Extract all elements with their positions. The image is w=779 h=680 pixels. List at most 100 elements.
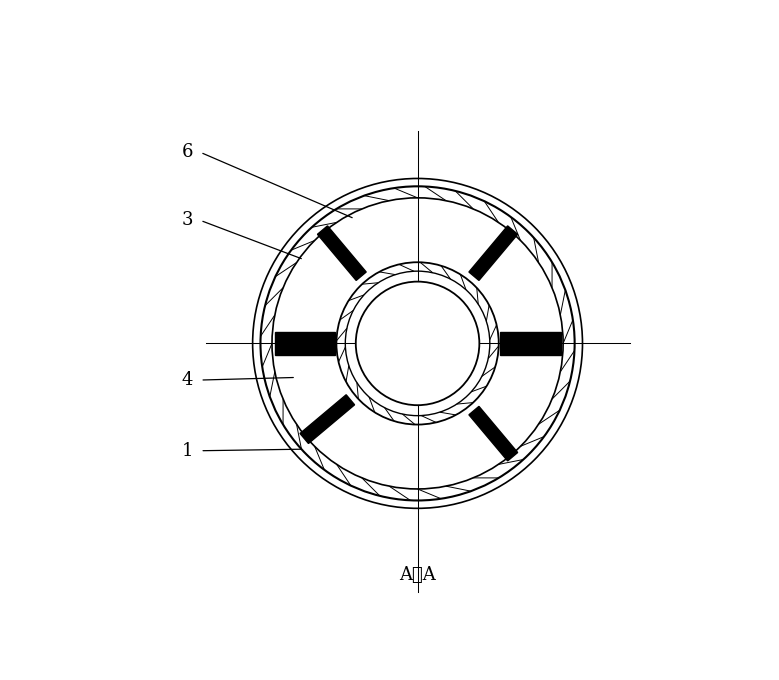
Point	[419, 433, 432, 444]
Point	[394, 469, 407, 479]
Point	[446, 222, 458, 233]
Point	[410, 472, 422, 483]
Point	[483, 288, 495, 299]
Point	[370, 456, 382, 466]
Point	[419, 245, 432, 256]
Point	[351, 245, 364, 256]
Point	[467, 463, 479, 474]
Point	[503, 358, 516, 369]
Point	[378, 214, 390, 225]
Point	[498, 440, 510, 451]
Point	[428, 430, 441, 441]
Point	[315, 284, 327, 294]
Point	[358, 231, 371, 242]
Point	[338, 290, 351, 301]
Point	[433, 245, 446, 256]
Point	[551, 345, 563, 356]
Point	[482, 217, 495, 228]
Point	[537, 332, 549, 343]
Point	[424, 219, 436, 230]
Point	[315, 257, 328, 268]
Point	[454, 241, 467, 252]
Point	[413, 207, 425, 218]
Point	[515, 392, 527, 403]
Point	[273, 327, 286, 338]
Point	[531, 292, 544, 303]
Point	[495, 444, 507, 455]
Point	[429, 445, 442, 456]
Point	[432, 462, 445, 473]
Point	[438, 441, 450, 452]
Point	[397, 224, 409, 235]
Point	[337, 404, 350, 415]
Point	[473, 464, 485, 475]
Point	[342, 445, 354, 456]
Point	[545, 363, 557, 374]
Point	[319, 386, 331, 397]
Point	[289, 377, 301, 388]
Point	[425, 239, 438, 250]
Point	[367, 262, 379, 273]
Point	[455, 261, 467, 272]
Point	[297, 377, 309, 388]
Point	[340, 224, 352, 235]
Point	[500, 338, 513, 349]
Point	[277, 377, 289, 388]
Point	[386, 426, 399, 437]
Point	[414, 431, 426, 442]
Point	[351, 226, 364, 237]
Point	[390, 197, 402, 208]
Point	[397, 248, 410, 258]
Text: A－A: A－A	[399, 566, 436, 584]
Point	[495, 422, 508, 433]
Point	[456, 472, 469, 483]
Point	[502, 431, 515, 442]
Point	[319, 440, 332, 451]
Point	[383, 434, 396, 445]
Point	[506, 416, 519, 427]
Point	[275, 377, 287, 388]
Point	[323, 339, 335, 350]
Point	[336, 281, 348, 292]
Point	[399, 471, 411, 482]
Point	[440, 452, 453, 463]
Point	[315, 294, 328, 305]
Point	[304, 418, 316, 429]
Point	[326, 412, 338, 423]
Point	[496, 235, 509, 246]
Point	[464, 265, 476, 275]
Point	[365, 418, 378, 429]
Point	[297, 384, 309, 394]
Point	[492, 401, 504, 411]
Point	[323, 250, 336, 260]
Point	[344, 453, 356, 464]
Point	[313, 432, 326, 443]
Point	[298, 303, 310, 314]
Point	[428, 248, 440, 259]
Point	[337, 389, 349, 400]
Point	[414, 201, 426, 212]
Point	[414, 199, 426, 210]
Point	[537, 373, 549, 384]
Point	[328, 377, 340, 388]
Point	[367, 253, 379, 264]
Point	[326, 426, 339, 437]
Point	[350, 454, 362, 465]
Point	[524, 330, 537, 341]
Point	[410, 220, 422, 231]
Point	[439, 199, 451, 209]
Point	[489, 399, 502, 410]
Point	[314, 394, 326, 405]
Point	[446, 436, 459, 447]
Point	[497, 394, 509, 405]
Point	[402, 216, 414, 226]
Point	[317, 398, 330, 409]
Point	[499, 243, 511, 254]
Point	[302, 322, 315, 333]
Point	[344, 223, 356, 234]
Point	[279, 350, 291, 360]
Point	[382, 419, 395, 430]
Point	[425, 432, 438, 443]
Point	[353, 267, 365, 278]
Point	[290, 308, 302, 319]
